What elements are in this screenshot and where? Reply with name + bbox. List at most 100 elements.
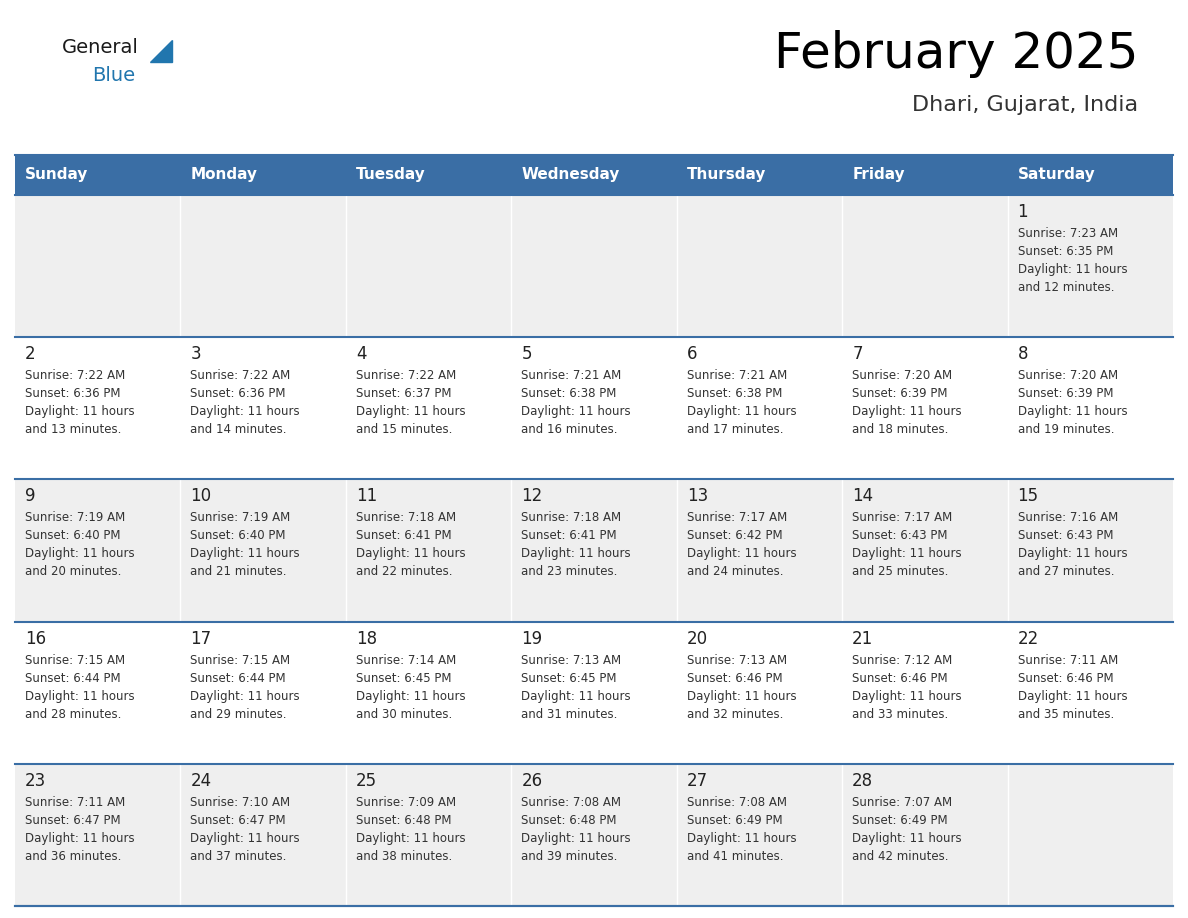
Text: 21: 21 (852, 630, 873, 647)
Text: and 16 minutes.: and 16 minutes. (522, 423, 618, 436)
Text: 10: 10 (190, 487, 211, 506)
Text: Daylight: 11 hours: Daylight: 11 hours (25, 547, 134, 560)
Text: Sunrise: 7:17 AM: Sunrise: 7:17 AM (852, 511, 953, 524)
Text: Daylight: 11 hours: Daylight: 11 hours (25, 689, 134, 702)
Text: Sunset: 6:36 PM: Sunset: 6:36 PM (25, 387, 120, 400)
Text: Sunrise: 7:19 AM: Sunrise: 7:19 AM (25, 511, 125, 524)
Text: Sunset: 6:38 PM: Sunset: 6:38 PM (687, 387, 782, 400)
Text: Sunset: 6:49 PM: Sunset: 6:49 PM (687, 813, 783, 827)
Text: General: General (62, 38, 139, 57)
Text: Sunrise: 7:18 AM: Sunrise: 7:18 AM (522, 511, 621, 524)
Text: and 30 minutes.: and 30 minutes. (356, 708, 453, 721)
Text: Sunrise: 7:15 AM: Sunrise: 7:15 AM (25, 654, 125, 666)
Text: Sunset: 6:40 PM: Sunset: 6:40 PM (190, 530, 286, 543)
Text: 20: 20 (687, 630, 708, 647)
Bar (15, 479, 1173, 621)
Text: and 13 minutes.: and 13 minutes. (25, 423, 121, 436)
Text: and 38 minutes.: and 38 minutes. (356, 850, 453, 863)
Text: Sunrise: 7:18 AM: Sunrise: 7:18 AM (356, 511, 456, 524)
Text: Sunrise: 7:20 AM: Sunrise: 7:20 AM (1018, 369, 1118, 382)
Text: Sunset: 6:44 PM: Sunset: 6:44 PM (25, 672, 121, 685)
Text: and 24 minutes.: and 24 minutes. (687, 565, 783, 578)
Text: Daylight: 11 hours: Daylight: 11 hours (522, 689, 631, 702)
Text: Daylight: 11 hours: Daylight: 11 hours (190, 405, 301, 419)
Text: 28: 28 (852, 772, 873, 789)
Text: and 21 minutes.: and 21 minutes. (190, 565, 287, 578)
Text: 11: 11 (356, 487, 377, 506)
Text: and 39 minutes.: and 39 minutes. (522, 850, 618, 863)
Text: Sunset: 6:47 PM: Sunset: 6:47 PM (190, 813, 286, 827)
Text: Daylight: 11 hours: Daylight: 11 hours (522, 832, 631, 845)
Text: and 15 minutes.: and 15 minutes. (356, 423, 453, 436)
Bar (15, 621, 1173, 764)
Text: 8: 8 (1018, 345, 1028, 364)
Text: 14: 14 (852, 487, 873, 506)
Text: Sunrise: 7:13 AM: Sunrise: 7:13 AM (522, 654, 621, 666)
Text: and 33 minutes.: and 33 minutes. (852, 708, 948, 721)
Text: 7: 7 (852, 345, 862, 364)
Text: Sunrise: 7:17 AM: Sunrise: 7:17 AM (687, 511, 786, 524)
Bar (15, 764, 1173, 906)
Text: Sunset: 6:37 PM: Sunset: 6:37 PM (356, 387, 451, 400)
Bar (15, 155, 1173, 195)
Text: Daylight: 11 hours: Daylight: 11 hours (1018, 547, 1127, 560)
Text: Sunrise: 7:08 AM: Sunrise: 7:08 AM (687, 796, 786, 809)
Text: 22: 22 (1018, 630, 1038, 647)
Text: Daylight: 11 hours: Daylight: 11 hours (190, 689, 301, 702)
Text: 25: 25 (356, 772, 377, 789)
Text: Daylight: 11 hours: Daylight: 11 hours (190, 547, 301, 560)
Text: and 18 minutes.: and 18 minutes. (852, 423, 948, 436)
Text: Sunrise: 7:12 AM: Sunrise: 7:12 AM (852, 654, 953, 666)
Text: Sunset: 6:42 PM: Sunset: 6:42 PM (687, 530, 783, 543)
Text: Sunset: 6:35 PM: Sunset: 6:35 PM (1018, 245, 1113, 258)
Text: 9: 9 (25, 487, 36, 506)
Text: and 41 minutes.: and 41 minutes. (687, 850, 783, 863)
Text: Sunset: 6:40 PM: Sunset: 6:40 PM (25, 530, 120, 543)
Text: Sunrise: 7:23 AM: Sunrise: 7:23 AM (1018, 227, 1118, 240)
Text: Daylight: 11 hours: Daylight: 11 hours (687, 405, 796, 419)
Text: Daylight: 11 hours: Daylight: 11 hours (687, 547, 796, 560)
Text: Sunset: 6:43 PM: Sunset: 6:43 PM (852, 530, 948, 543)
Text: Daylight: 11 hours: Daylight: 11 hours (356, 832, 466, 845)
Bar (15, 337, 1173, 479)
Text: Daylight: 11 hours: Daylight: 11 hours (1018, 689, 1127, 702)
Text: Sunset: 6:39 PM: Sunset: 6:39 PM (1018, 387, 1113, 400)
Text: Sunday: Sunday (25, 167, 88, 183)
Text: Dhari, Gujarat, India: Dhari, Gujarat, India (912, 95, 1138, 115)
Text: Sunset: 6:38 PM: Sunset: 6:38 PM (522, 387, 617, 400)
Text: 15: 15 (1018, 487, 1038, 506)
Text: Daylight: 11 hours: Daylight: 11 hours (852, 832, 962, 845)
Text: Sunset: 6:46 PM: Sunset: 6:46 PM (1018, 672, 1113, 685)
Text: Sunrise: 7:16 AM: Sunrise: 7:16 AM (1018, 511, 1118, 524)
Text: and 22 minutes.: and 22 minutes. (356, 565, 453, 578)
Text: and 36 minutes.: and 36 minutes. (25, 850, 121, 863)
Text: Sunrise: 7:20 AM: Sunrise: 7:20 AM (852, 369, 953, 382)
Text: 6: 6 (687, 345, 697, 364)
Text: Sunset: 6:36 PM: Sunset: 6:36 PM (190, 387, 286, 400)
Text: Sunset: 6:41 PM: Sunset: 6:41 PM (522, 530, 617, 543)
Text: and 37 minutes.: and 37 minutes. (190, 850, 286, 863)
Text: and 32 minutes.: and 32 minutes. (687, 708, 783, 721)
Text: 16: 16 (25, 630, 46, 647)
Text: Sunrise: 7:08 AM: Sunrise: 7:08 AM (522, 796, 621, 809)
Text: Sunrise: 7:22 AM: Sunrise: 7:22 AM (356, 369, 456, 382)
Text: Sunrise: 7:21 AM: Sunrise: 7:21 AM (522, 369, 621, 382)
Text: Thursday: Thursday (687, 167, 766, 183)
Text: and 31 minutes.: and 31 minutes. (522, 708, 618, 721)
Text: 2: 2 (25, 345, 36, 364)
Text: and 14 minutes.: and 14 minutes. (190, 423, 287, 436)
Text: and 12 minutes.: and 12 minutes. (1018, 281, 1114, 294)
Text: and 23 minutes.: and 23 minutes. (522, 565, 618, 578)
Text: 17: 17 (190, 630, 211, 647)
Text: Tuesday: Tuesday (356, 167, 425, 183)
Text: 26: 26 (522, 772, 543, 789)
Text: and 35 minutes.: and 35 minutes. (1018, 708, 1114, 721)
Text: and 42 minutes.: and 42 minutes. (852, 850, 949, 863)
Text: Sunrise: 7:19 AM: Sunrise: 7:19 AM (190, 511, 291, 524)
Text: Sunrise: 7:09 AM: Sunrise: 7:09 AM (356, 796, 456, 809)
Text: and 29 minutes.: and 29 minutes. (190, 708, 287, 721)
Text: Daylight: 11 hours: Daylight: 11 hours (852, 547, 962, 560)
Text: 12: 12 (522, 487, 543, 506)
Polygon shape (150, 40, 172, 62)
Text: Sunrise: 7:21 AM: Sunrise: 7:21 AM (687, 369, 786, 382)
